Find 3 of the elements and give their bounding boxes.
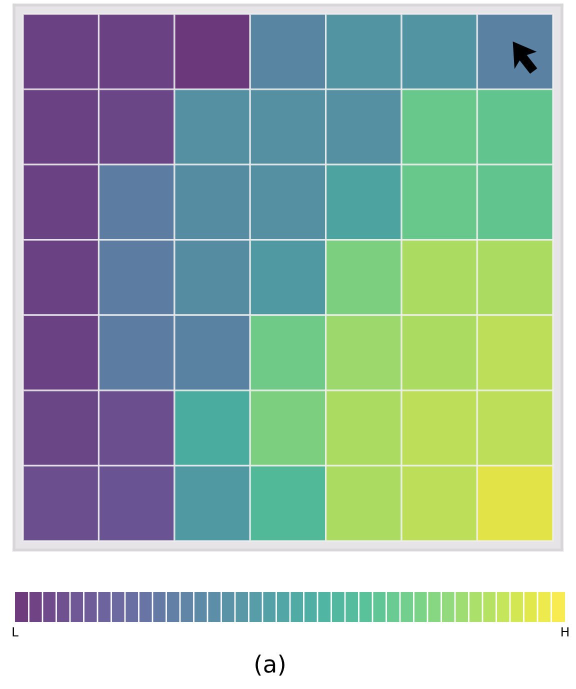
color-bar-label: L	[12, 627, 18, 636]
text: (a)	[256, 654, 284, 676]
color-bar-label: H	[562, 627, 568, 636]
